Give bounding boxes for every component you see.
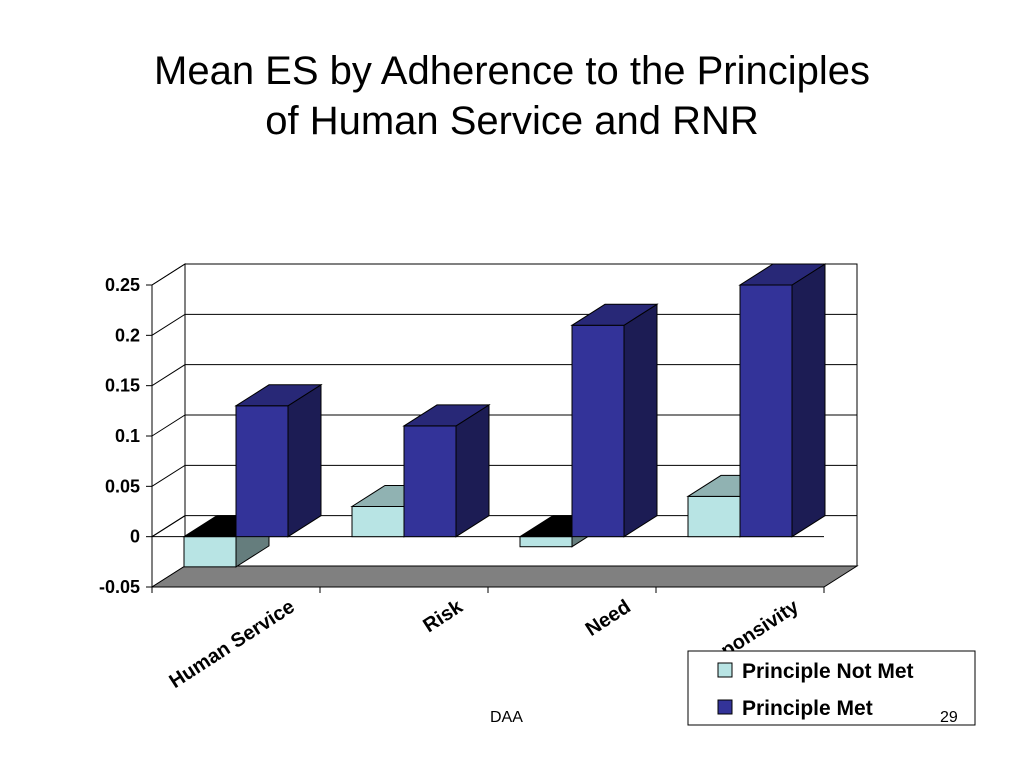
bar-met-front (739, 284, 793, 538)
bar-not-met-front (687, 495, 741, 538)
x-category-label: Risk (419, 595, 467, 637)
footer-label: DAA (490, 709, 523, 726)
bar-met-top (570, 303, 659, 326)
y-tick-label: 0.25 (105, 275, 140, 295)
bar-met (402, 404, 491, 538)
legend-label: Principle Not Met (742, 660, 914, 683)
bar-met (570, 303, 659, 538)
bar-met-front (571, 324, 625, 538)
title-line-1: Mean ES by Adherence to the Principles (154, 49, 870, 93)
gridline (151, 263, 857, 286)
legend-swatch (717, 699, 733, 715)
floor (150, 565, 859, 588)
legend-swatch (717, 662, 733, 678)
bar-met-side (623, 303, 658, 538)
bar-met-top (738, 263, 827, 286)
y-tick-label: 0 (130, 527, 140, 547)
x-category-label: Human Service (166, 596, 299, 693)
y-tick-label: 0.15 (105, 376, 140, 396)
x-category-label: Need (582, 596, 635, 641)
bar-met-side (287, 383, 322, 538)
bar-met-top (402, 404, 491, 427)
bar-met-front (403, 425, 457, 538)
bar-met-top (234, 384, 323, 407)
bar-not-met-front (351, 505, 405, 538)
legend: Principle Not Met Principle Met (687, 650, 976, 726)
bar-met-side (791, 263, 826, 538)
x-axis-depth (151, 515, 186, 538)
title-line-2: of Human Service and RNR (265, 99, 759, 143)
slide-title: Mean ES by Adherence to the Principles o… (0, 46, 1024, 146)
page-number: 29 (940, 709, 958, 726)
bar-met-side (455, 404, 490, 538)
legend-box (687, 650, 976, 726)
legend-label: Principle Met (742, 697, 873, 720)
y-tick-label: 0.2 (115, 325, 140, 345)
bar-not-met-front (519, 536, 573, 548)
bar-met (738, 263, 827, 538)
y-tick-label: 0.05 (105, 476, 140, 496)
bar-not-met-front (183, 536, 237, 568)
y-tick-label: -0.05 (99, 577, 140, 597)
bar-met-front (235, 405, 289, 538)
bar-met (234, 383, 323, 538)
y-tick-label: 0.1 (115, 426, 140, 446)
